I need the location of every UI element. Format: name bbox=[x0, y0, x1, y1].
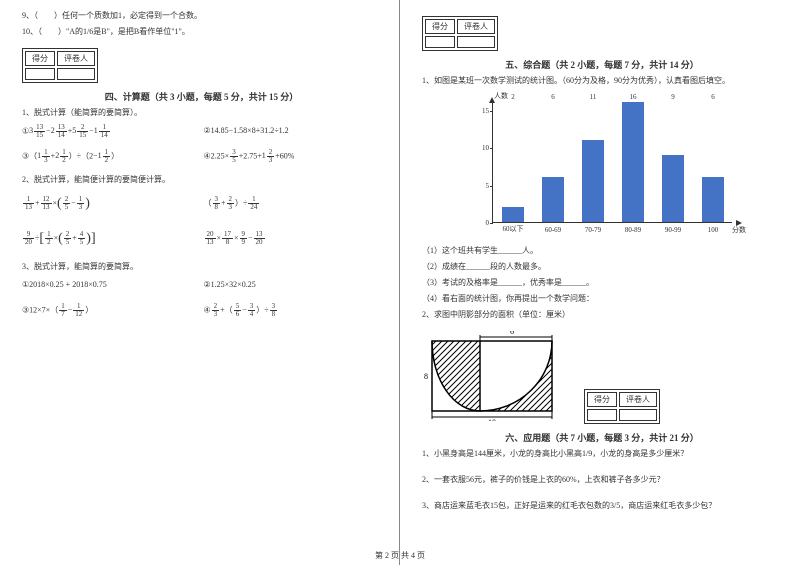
x-category-label: 70-79 bbox=[578, 226, 608, 234]
bar-chart: 人数 051015260以下660-691170-791680-89990-99… bbox=[462, 91, 742, 241]
question-10: 10、（ ）"A的1/6是B"，是把B看作单位"1"。 bbox=[22, 26, 381, 38]
question-9: 9、（ ）任何一个质数加1，必定得到一个合数。 bbox=[22, 10, 381, 22]
dim-6: 6 bbox=[510, 331, 514, 336]
equation-3: ③（113+212）÷（2−112） bbox=[22, 149, 202, 164]
equation-row: ③12×7×（17−112） ④23+（56−34）÷38 bbox=[22, 303, 381, 318]
chart-bar bbox=[702, 177, 724, 222]
y-tick-label: 15 bbox=[475, 107, 489, 115]
sub-question-4: （4）看右面的统计图，你再提出一个数学问题： bbox=[422, 293, 782, 305]
bar-value-label: 2 bbox=[502, 93, 524, 207]
sub-question-3: （3）考试的及格率是______，优秀率是______。 bbox=[422, 277, 782, 289]
score-box: 得分评卷人 bbox=[422, 16, 498, 51]
equation-12: ④23+（56−34）÷38 bbox=[204, 303, 376, 318]
bar-value-label: 9 bbox=[662, 93, 684, 155]
section-5-q2: 2、求图中阴影部分的面积（单位：厘米） bbox=[422, 309, 782, 321]
eq-label: ③ bbox=[22, 151, 29, 160]
grader-cell bbox=[457, 36, 495, 48]
bar-value-label: 6 bbox=[702, 93, 724, 177]
dim-10: 10 bbox=[488, 418, 496, 421]
dim-8: 8 bbox=[424, 372, 428, 381]
equation-row: ①31315−21314+5215−1114 ②14.85−1.58×8+31.… bbox=[22, 124, 381, 139]
bar-value-label: 16 bbox=[622, 93, 644, 102]
x-category-label: 100 bbox=[698, 226, 728, 234]
grader-label: 评卷人 bbox=[57, 51, 95, 66]
grader-cell bbox=[57, 68, 95, 80]
equation-2: ②14.85−1.58×8+31.2÷1.2 bbox=[204, 124, 376, 138]
chart-bar bbox=[662, 155, 684, 223]
section-5-title: 五、综合题（共 2 小题，每题 7 分，共计 14 分） bbox=[422, 58, 782, 71]
grader-label: 评卷人 bbox=[619, 392, 657, 407]
equation-row: 920÷[12×(25+45)] 2013×178×99−1320 bbox=[22, 226, 381, 251]
section-5-q1: 1、如图是某班一次数学测试的统计图。（60分为及格，90分为优秀），认真看图后填… bbox=[422, 75, 782, 87]
score-box: 得分评卷人 bbox=[584, 389, 660, 424]
score-box: 得分评卷人 bbox=[22, 48, 98, 83]
score-label: 得分 bbox=[587, 392, 617, 407]
score-cell bbox=[587, 409, 617, 421]
eq-lead: ④2.25× bbox=[204, 151, 230, 160]
eq-label: ① bbox=[22, 126, 29, 135]
score-label: 得分 bbox=[25, 51, 55, 66]
grader-cell bbox=[619, 409, 657, 421]
x-category-label: 60以下 bbox=[498, 224, 528, 234]
y-tick-label: 10 bbox=[475, 144, 489, 152]
chart-bar bbox=[542, 177, 564, 222]
section-4-title: 四、计算题（共 3 小题，每题 5 分，共计 15 分） bbox=[22, 90, 381, 103]
sub-question-2: （2）成绩在______段的人数最多。 bbox=[422, 261, 782, 273]
section-4-q2: 2、脱式计算，能简便计算的要简便计算。 bbox=[22, 174, 381, 186]
right-column: 得分评卷人 五、综合题（共 2 小题，每题 7 分，共计 14 分） 1、如图是… bbox=[400, 0, 800, 565]
equation-1: ①31315−21314+5215−1114 bbox=[22, 124, 202, 139]
sub-question-1: （1）这个班共有学生______人。 bbox=[422, 245, 782, 257]
shaded-area-figure: 6 8 10 bbox=[422, 331, 572, 421]
section-4-q1: 1、脱式计算（能简算的要简算）。 bbox=[22, 107, 381, 119]
equation-6: （38+23）÷124 bbox=[204, 196, 376, 211]
bar-value-label: 6 bbox=[542, 93, 564, 177]
section-4-q3: 3、脱式计算，能简算的要简算。 bbox=[22, 261, 381, 273]
score-cell bbox=[425, 36, 455, 48]
section-6-q1: 1、小黑身高是144厘米，小龙的身高比小黑高1/9，小龙的身高是多少厘米？ bbox=[422, 448, 782, 460]
y-tick-label: 0 bbox=[475, 219, 489, 227]
equation-11: ③12×7×（17−112） bbox=[22, 303, 202, 318]
left-column: 9、（ ）任何一个质数加1，必定得到一个合数。 10、（ ）"A的1/6是B"，… bbox=[0, 0, 400, 565]
equation-row: ①2018×0.25 + 2018×0.75 ②1.25×32×0.25 bbox=[22, 278, 381, 292]
y-tick-label: 5 bbox=[475, 182, 489, 190]
grader-label: 评卷人 bbox=[457, 19, 495, 34]
equation-row: ③（113+212）÷（2−112） ④2.25×35+2.75+123+60% bbox=[22, 149, 381, 164]
section-6-q3: 3、商店运来蓝毛衣15包，正好是运来的红毛衣包数的3/5，商店运来红毛衣多少包？ bbox=[422, 500, 782, 512]
x-category-label: 90-99 bbox=[658, 226, 688, 234]
equation-row: 113+1213×(25−13) （38+23）÷124 bbox=[22, 191, 381, 216]
equation-10: ②1.25×32×0.25 bbox=[204, 278, 376, 292]
x-category-label: 80-89 bbox=[618, 226, 648, 234]
chart-bar bbox=[622, 102, 644, 222]
page-footer: 第 2 页 共 4 页 bbox=[0, 550, 800, 561]
equation-5: 113+1213×(25−13) bbox=[22, 191, 202, 216]
equation-9: ①2018×0.25 + 2018×0.75 bbox=[22, 278, 202, 292]
chart-bar bbox=[502, 207, 524, 222]
equation-4: ④2.25×35+2.75+123+60% bbox=[204, 149, 376, 164]
bar-value-label: 11 bbox=[582, 93, 604, 140]
chart-bar bbox=[582, 140, 604, 223]
section-6-q2: 2、一套衣服56元，裤子的价钱是上衣的60%，上衣和裤子各多少元？ bbox=[422, 474, 782, 486]
equation-8: 2013×178×99−1320 bbox=[204, 231, 376, 246]
chart-axes: 051015260以下660-691170-791680-89990-99610… bbox=[492, 103, 732, 223]
score-cell bbox=[25, 68, 55, 80]
x-category-label: 60-69 bbox=[538, 226, 568, 234]
score-label: 得分 bbox=[425, 19, 455, 34]
section-6-title: 六、应用题（共 7 小题，每题 3 分，共计 21 分） bbox=[422, 431, 782, 444]
equation-7: 920÷[12×(25+45)] bbox=[22, 226, 202, 251]
x-axis-label: 分数 bbox=[732, 225, 746, 235]
